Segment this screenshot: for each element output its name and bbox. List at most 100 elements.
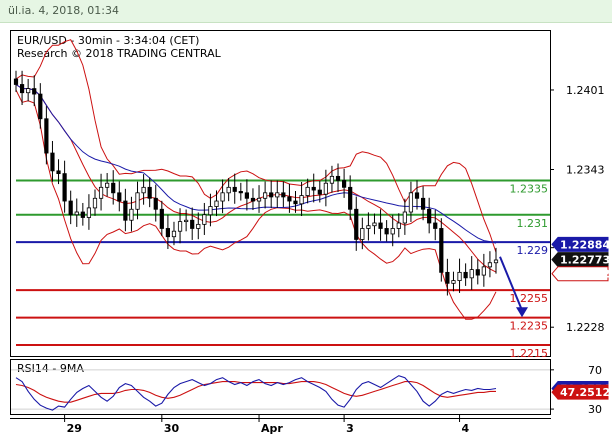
time-axis: 29 30 Apr 3 4 xyxy=(64,414,470,435)
candle-body xyxy=(493,259,499,264)
candle-body xyxy=(196,223,201,229)
price-tag-bg xyxy=(551,266,609,282)
candle-body xyxy=(269,192,274,198)
candle-body xyxy=(469,269,474,279)
price-tag-label: 1.22884 xyxy=(560,238,610,251)
projection-arrow xyxy=(499,256,528,318)
candle-body xyxy=(402,211,407,224)
timestamp-text: ül.ia. 4, 2018, 01:34 xyxy=(8,4,119,17)
candle-body xyxy=(372,222,377,227)
candle-body xyxy=(335,175,341,181)
candle-body xyxy=(463,271,468,279)
time-tick-label: 30 xyxy=(164,422,180,435)
candle-body xyxy=(378,222,383,229)
price-tick-label: 1.2343 xyxy=(566,164,605,177)
candle-body xyxy=(408,192,414,213)
time-tick-label: 3 xyxy=(346,422,354,435)
indicator-panel-frame xyxy=(10,359,551,415)
upper-band-line xyxy=(15,39,497,253)
candle-body xyxy=(44,118,49,154)
candle-body xyxy=(202,214,207,225)
candle-body xyxy=(141,186,146,194)
candle-body xyxy=(427,208,432,224)
candle-body xyxy=(171,230,177,238)
price-tag: 1.22884 xyxy=(551,236,610,252)
price-tick-label: 1.2228 xyxy=(566,321,605,334)
projection-arrowhead xyxy=(516,307,528,318)
candle-body xyxy=(263,192,268,199)
candles xyxy=(13,70,499,296)
candle-body xyxy=(329,175,335,184)
candle-body xyxy=(439,228,444,273)
rsi-ma-line xyxy=(15,381,496,403)
time-tick-label: 29 xyxy=(67,422,82,435)
level-label: 1.2335 xyxy=(510,182,549,195)
candle-body xyxy=(74,211,79,216)
candle-body xyxy=(366,225,371,229)
level-label: 1.2235 xyxy=(510,320,549,333)
candle-body xyxy=(32,88,37,95)
bollinger-bands xyxy=(15,39,497,320)
candle-body xyxy=(244,192,249,199)
lower-band-line xyxy=(15,89,497,320)
candle-body xyxy=(293,200,298,205)
price-panel-frame xyxy=(10,30,551,357)
candle-body xyxy=(92,197,98,209)
price-tag: 1.22773 xyxy=(551,252,610,268)
candle-body xyxy=(305,186,310,196)
rsi-tick-label: 30 xyxy=(588,403,602,416)
candle-body xyxy=(129,208,134,221)
candle-body xyxy=(311,186,316,191)
candle-body xyxy=(384,228,389,235)
level-label: 1.2215 xyxy=(510,347,549,360)
price-tag-bg xyxy=(551,252,609,268)
candle-body xyxy=(238,191,243,194)
chart-title: EUR/USD - 30min - 3:34:04 (CET) xyxy=(17,34,199,47)
middle-band-line xyxy=(15,84,497,273)
candle-body xyxy=(475,269,480,276)
candle-body xyxy=(457,271,462,281)
candle-body xyxy=(433,222,438,229)
candle-body xyxy=(80,211,85,218)
candle-body xyxy=(390,228,395,235)
candle-body xyxy=(445,271,450,284)
candle-body xyxy=(123,200,128,221)
candle-body xyxy=(396,222,401,229)
candle-body xyxy=(348,186,353,210)
candle-body xyxy=(165,228,170,238)
timestamp-bar: ül.ia. 4, 2018, 01:34 xyxy=(0,0,612,23)
price-tag: 1.22692 xyxy=(551,266,610,282)
candle-body xyxy=(299,195,304,205)
indicator-title: RSI14 - 9MA xyxy=(17,362,84,375)
candle-body xyxy=(135,192,140,210)
candle-body xyxy=(287,196,292,202)
rsi-tag: 47.2512 xyxy=(551,384,610,400)
candle-body xyxy=(117,192,122,202)
candle-body xyxy=(105,182,110,188)
candle-body xyxy=(56,170,61,175)
candle-body xyxy=(26,88,31,94)
candle-body xyxy=(354,208,359,240)
candle-body xyxy=(232,186,237,192)
price-tick-label: 1.2401 xyxy=(566,84,605,97)
candle-body xyxy=(414,192,420,199)
candle-body xyxy=(360,228,365,240)
rsi-tick-label: 70 xyxy=(588,364,602,377)
rsi-line xyxy=(15,375,497,411)
candle-body xyxy=(317,189,322,195)
level-label: 1.231 xyxy=(517,217,549,230)
candle-body xyxy=(98,186,104,199)
candle-body xyxy=(208,206,213,216)
candle-body xyxy=(177,221,183,232)
candle-body xyxy=(159,208,164,229)
candle-body xyxy=(111,182,116,194)
candle-body xyxy=(153,197,158,210)
candle-body xyxy=(38,93,43,120)
candle-body xyxy=(86,207,92,218)
candle-body xyxy=(275,192,280,198)
candle-body xyxy=(214,200,219,207)
candle-body xyxy=(147,186,152,199)
